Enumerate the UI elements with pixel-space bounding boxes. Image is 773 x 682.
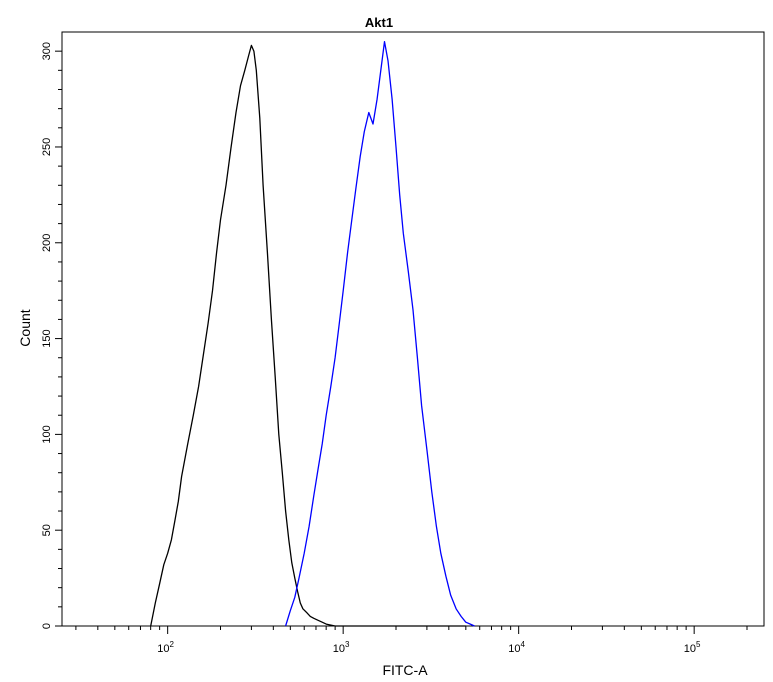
x-axis-label: FITC-A: [382, 662, 428, 678]
series-layer: [150, 40, 475, 627]
y-tick-label: 50: [41, 524, 53, 536]
x-tick-label: 102: [157, 640, 174, 655]
x-tick-label: 103: [333, 640, 350, 655]
x-axis-ticks: 102 103 104 105: [75, 626, 748, 655]
y-tick-label: 150: [41, 329, 53, 347]
plot-frame: [61, 31, 765, 627]
y-tick-label: 200: [41, 234, 53, 252]
y-axis-ticks: 0 50 100 150 200 250 300: [41, 42, 62, 629]
chart-title: Akt1: [365, 15, 393, 30]
series-line-2: [284, 40, 475, 627]
y-tick-label: 0: [41, 623, 53, 629]
y-tick-label: 250: [41, 138, 53, 156]
y-tick-label: 100: [41, 425, 53, 443]
y-tick-label: 300: [41, 42, 53, 60]
x-tick-label: 104: [508, 640, 525, 655]
x-tick-label: 105: [684, 640, 701, 655]
y-axis-label: Count: [17, 309, 33, 346]
series-line-1: [150, 44, 466, 627]
